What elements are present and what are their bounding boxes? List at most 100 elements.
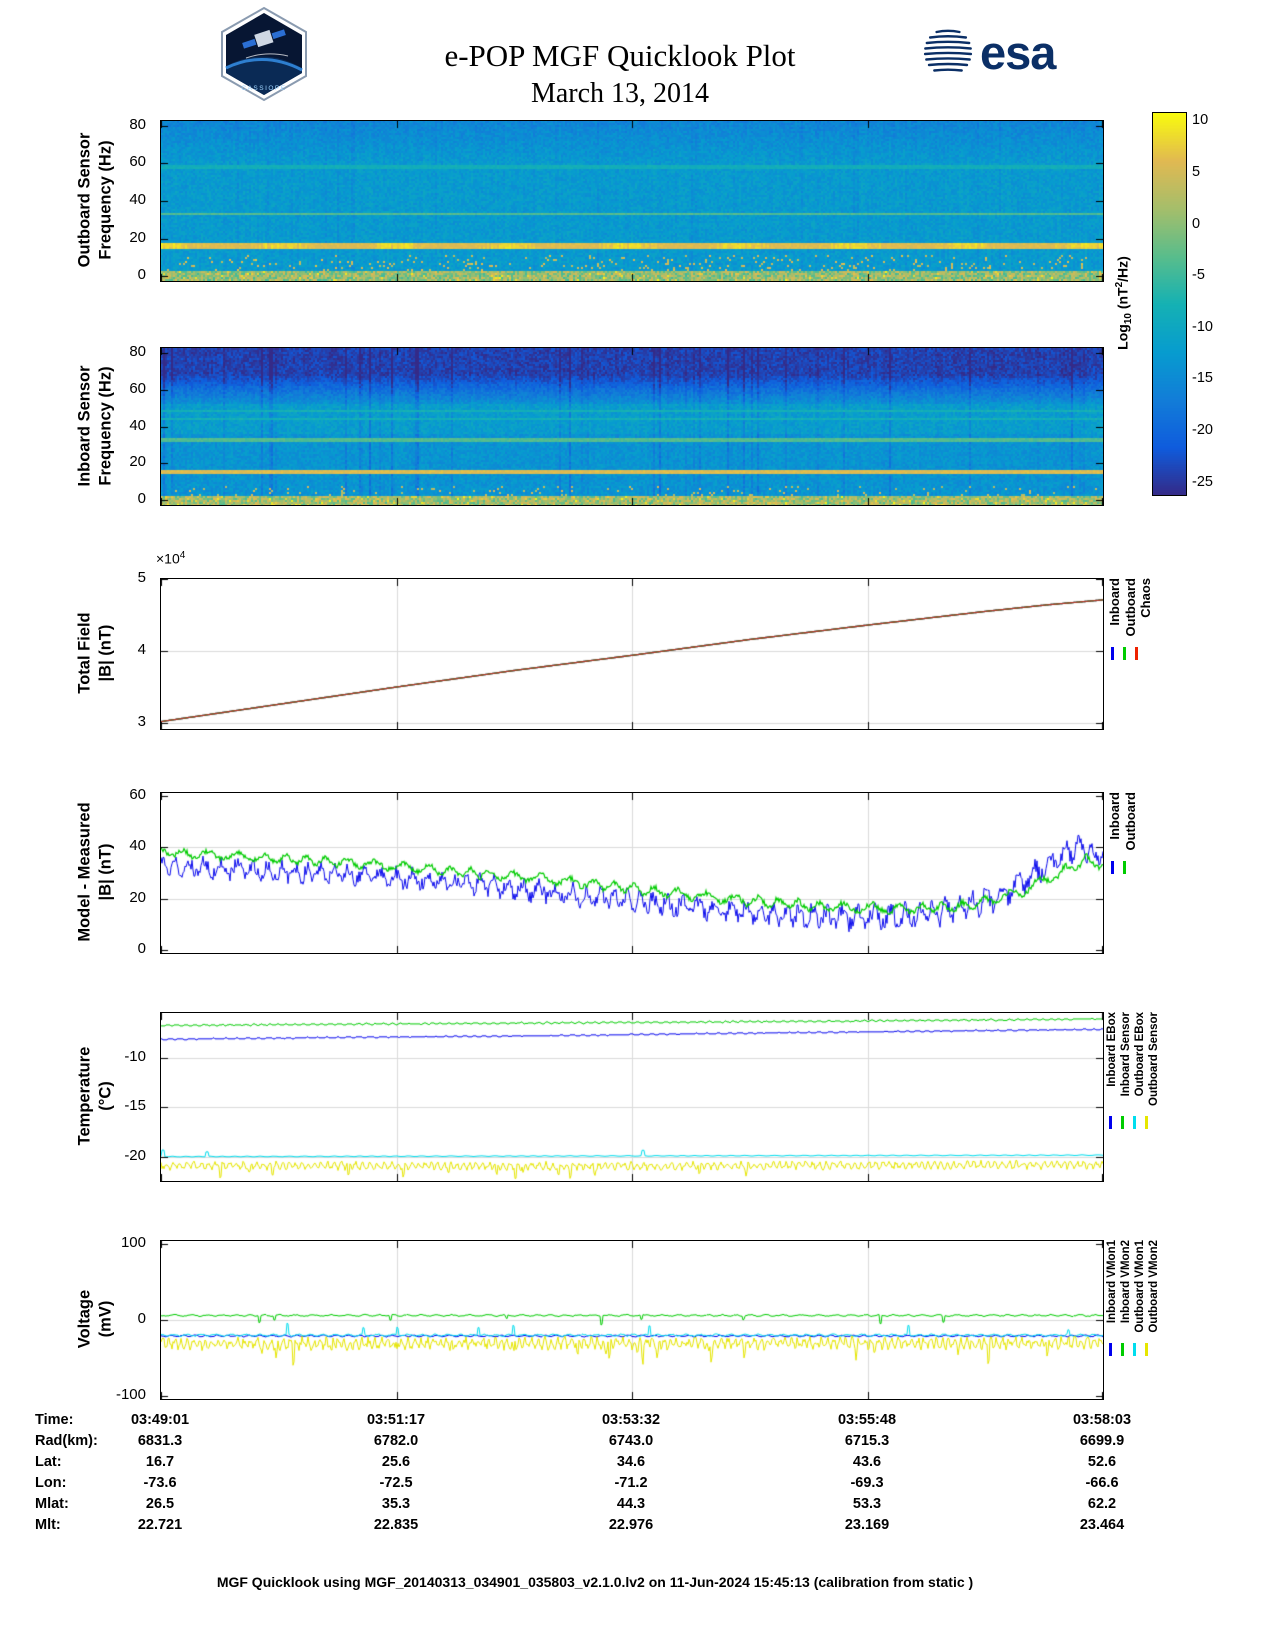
ephemeris-value: 43.6 (852, 1454, 882, 1470)
ephemeris-row-label: Rad(km): (35, 1433, 98, 1449)
legend-label-outboard-vmon1: Outboard VMon1 (1134, 1240, 1147, 1333)
ylabel-line: Model - Measured (75, 802, 94, 942)
legend-labels: Inboard VMon1 Inboard VMon2 Outboard VMo… (1106, 1240, 1160, 1333)
ephemeris-value: 23.464 (1079, 1517, 1125, 1533)
title-block: e-POP MGF Quicklook Plot March 13, 2014 (170, 38, 1070, 110)
ephemeris-value: 34.6 (616, 1454, 646, 1470)
esa-logo-text: esa (980, 25, 1056, 79)
colorbar-label-sup: 2 (1113, 281, 1125, 288)
ephemeris-row-label: Lon: (35, 1475, 67, 1491)
legend-key-chaos (1135, 646, 1138, 660)
plot-title: e-POP MGF Quicklook Plot (444, 38, 796, 73)
legend-label-inboard: Inboard (1107, 578, 1122, 626)
ephemeris-value: 52.6 (1087, 1454, 1117, 1470)
ylabel-line: Outboard Sensor (75, 132, 94, 268)
outboard-spectrogram-canvas (160, 120, 1104, 282)
ephemeris-value: 03:49:01 (130, 1412, 190, 1428)
legend-key-inboard-vmon2 (1121, 1342, 1124, 1356)
y-tick-label: 60 (129, 379, 146, 397)
legend-key-inboard-sensor (1121, 1115, 1124, 1129)
ephemeris-value: 6743.0 (608, 1433, 654, 1449)
legend-labels: Inboard Outboard (1107, 792, 1138, 851)
ephemeris-value: 6831.3 (137, 1433, 183, 1449)
temperature-canvas (160, 1012, 1104, 1182)
legend-label-inboard-sensor: Inboard Sensor (1120, 1012, 1133, 1097)
y-tick-label: 60 (129, 153, 146, 171)
ephemeris-row-latitude: Lat: 16.7 25.6 34.6 43.6 52.6 (0, 1454, 1275, 1475)
legend-temperature: Inboard EBox Inboard Sensor Outboard EBo… (1106, 1012, 1160, 1129)
legend-labels: Inboard EBox Inboard Sensor Outboard EBo… (1106, 1012, 1160, 1106)
ylabel-line: Total Field (75, 612, 94, 694)
ephemeris-value: 22.721 (137, 1517, 183, 1533)
ephemeris-value: 03:55:48 (837, 1412, 897, 1428)
footer-provenance-note: MGF Quicklook using MGF_20140313_034901_… (216, 1574, 974, 1590)
ephemeris-row-label: Lat: (35, 1454, 62, 1470)
colorbar (1152, 112, 1187, 496)
colorbar-label-sub: 10 (1123, 313, 1135, 325)
inboard-spectrogram-canvas (160, 347, 1104, 506)
exponent-power: 4 (179, 550, 186, 561)
y-axis-temperature: -20 -15 -10 (106, 1012, 150, 1180)
legend-label-outboard-ebox: Outboard EBox (1134, 1012, 1147, 1097)
ephemeris-value: 35.3 (381, 1496, 411, 1512)
colorbar-label: Log10 (nT2/Hz) (1114, 256, 1134, 350)
legend-model-measured: Inboard Outboard (1107, 792, 1138, 874)
legend-voltage: Inboard VMon1 Inboard VMon2 Outboard VMo… (1106, 1240, 1160, 1356)
y-tick-label: 40 (129, 191, 146, 208)
ephemeris-value: 44.3 (616, 1496, 646, 1512)
legend-label-inboard: Inboard (1107, 792, 1122, 840)
colorbar-tick-label: 5 (1192, 163, 1201, 180)
legend-label-inboard-ebox: Inboard EBox (1106, 1012, 1118, 1087)
y-tick-label: 4 (137, 641, 146, 658)
logo-satellite-icon (242, 29, 286, 49)
legend-label-chaos: Chaos (1138, 578, 1154, 618)
y-tick-label: 40 (129, 837, 146, 855)
y-axis-outboard-spectrogram: 0 20 40 60 80 (106, 116, 150, 284)
legend-keys (1108, 646, 1153, 660)
plot-date: March 13, 2014 (530, 78, 710, 109)
ephemeris-value: 22.835 (373, 1517, 419, 1533)
ephemeris-row-label: Mlat: (35, 1496, 69, 1512)
ephemeris-value: -71.2 (614, 1475, 648, 1491)
ephemeris-value: 26.5 (145, 1496, 175, 1512)
y-tick-label: 0 (137, 490, 146, 508)
y-tick-label: 80 (129, 342, 146, 360)
legend-key-outboard-vmon2 (1145, 1342, 1148, 1356)
ephemeris-value: -72.5 (379, 1475, 413, 1491)
legend-key-outboard-sensor (1145, 1115, 1148, 1129)
colorbar-tick-label: 0 (1192, 215, 1201, 232)
legend-label-outboard-sensor: Outboard Sensor (1148, 1012, 1161, 1106)
ephemeris-value: 6715.3 (844, 1433, 890, 1449)
y-tick-label: -100 (115, 1385, 146, 1403)
ephemeris-value: 03:51:17 (366, 1412, 426, 1428)
legend-keys (1106, 1115, 1160, 1129)
ylabel-line: Inboard Sensor (75, 365, 94, 487)
ephemeris-row-time: Time: 03:49:01 03:51:17 03:53:32 03:55:4… (0, 1412, 1275, 1433)
ephemeris-value: 53.3 (852, 1496, 882, 1512)
colorbar-tick-label: -20 (1192, 421, 1213, 438)
ylabel-line: Voltage (75, 1289, 94, 1349)
y-tick-label: 0 (137, 940, 146, 958)
y-tick-label: 5 (137, 569, 146, 586)
colorbar-tick-label: 10 (1192, 112, 1209, 129)
ephemeris-value: 6699.9 (1079, 1433, 1125, 1449)
y-tick-label: -10 (124, 1047, 146, 1065)
y-tick-label: 20 (129, 228, 146, 246)
colorbar-ticks: 10 5 0 -5 -10 -15 -20 -25 (1192, 112, 1252, 494)
ylabel-line: Temperature (75, 1046, 94, 1146)
ephemeris-value: 25.6 (381, 1454, 411, 1470)
esa-logo: esa (922, 25, 1056, 79)
y-axis-model-measured: 0 20 40 60 (106, 786, 150, 958)
esa-emblem-icon (923, 29, 973, 72)
ephemeris-value: 03:58:03 (1072, 1412, 1132, 1428)
ephemeris-value: 22.976 (608, 1517, 654, 1533)
legend-keys (1108, 860, 1137, 874)
y-tick-label: 3 (137, 713, 146, 731)
colorbar-label-part: (nT (1114, 287, 1131, 314)
ephemeris-row-radius: Rad(km): 6831.3 6782.0 6743.0 6715.3 669… (0, 1433, 1275, 1454)
legend-key-outboard-vmon1 (1133, 1342, 1136, 1356)
cassiope-mission-logo: CASSIOPE (221, 6, 307, 102)
legend-labels: Inboard Outboard Chaos (1107, 578, 1154, 637)
legend-key-outboard (1123, 646, 1126, 660)
legend-key-inboard (1111, 860, 1114, 874)
